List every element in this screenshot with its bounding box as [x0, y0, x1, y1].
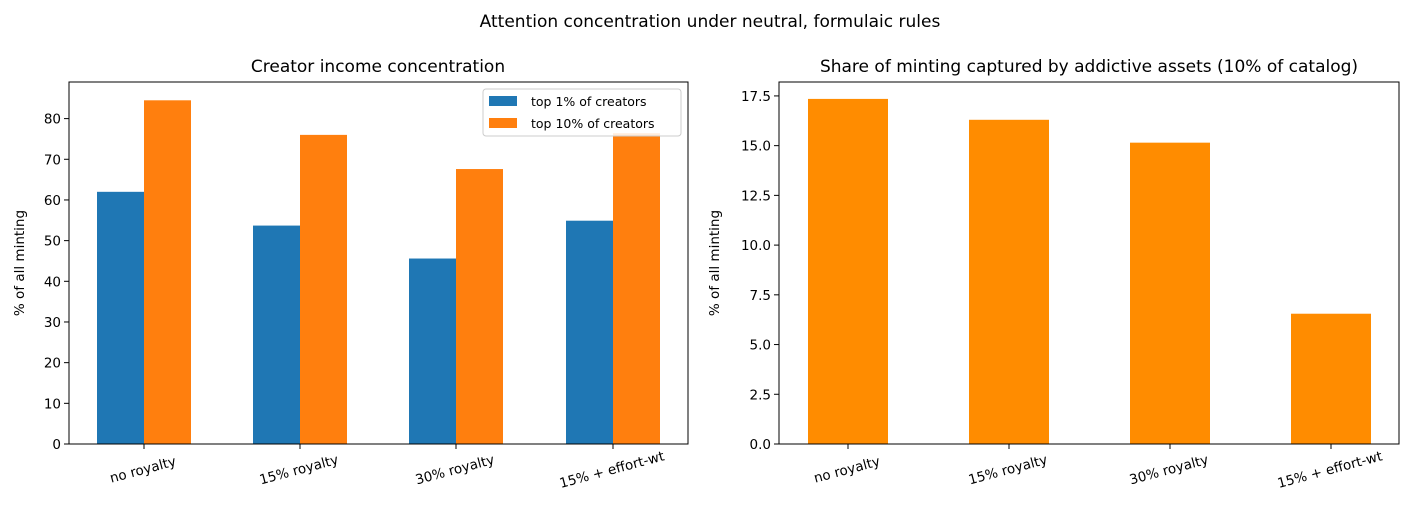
legend: top 1% of creators top 10% of creators — [482, 88, 682, 137]
x-tick-label-addictive-share-30-royalty: 30% royalty — [1128, 452, 1210, 488]
y-tick-label-addictive-share-3: 7.5 — [750, 288, 771, 304]
y-tick-label-addictive-share-2: 5.0 — [750, 338, 771, 354]
x-tick-label-income-concentration-30-royalty: 30% royalty — [414, 452, 496, 488]
y-axis-income-concentration: 0 10 20 30 40 50 60 70 80 — [44, 112, 69, 453]
legend-label-top-1: top 1% of creators — [531, 94, 647, 109]
x-axis-addictive-share: no royalty 15% royalty 30% royalty 15% + ef… — [812, 444, 1384, 492]
bar-income-concentration-s0-no-royalty — [97, 191, 144, 444]
legend-label-top-10: top 10% of creators — [531, 116, 655, 131]
plot-frame-income-concentration — [68, 81, 689, 445]
bar-income-concentration-s1-15-royalty — [300, 134, 347, 444]
x-tick-label-addictive-share-no-royalty: no royalty — [812, 454, 882, 487]
bars-addictive-share — [808, 98, 1371, 445]
x-tick-label-income-concentration-15-royalty: 15% royalty — [258, 452, 340, 488]
chart-title-income-concentration: Creator income concentration — [251, 57, 505, 77]
y-axis-label-addictive-share: % of all minting — [707, 210, 723, 316]
bar-addictive-share-s0-15-effort-wt — [1291, 313, 1371, 444]
y-tick-label-income-concentration-5: 50 — [44, 234, 61, 250]
y-tick-label-income-concentration-0: 0 — [52, 437, 61, 453]
bar-income-concentration-s1-15-effort-wt — [613, 133, 660, 444]
bars-income-concentration — [97, 100, 660, 444]
y-tick-label-addictive-share-1: 2.5 — [750, 387, 771, 403]
y-tick-label-income-concentration-8: 80 — [44, 112, 61, 128]
x-tick-label-addictive-share-15-royalty: 15% royalty — [967, 452, 1049, 488]
y-tick-label-addictive-share-0: 0.0 — [750, 437, 771, 453]
y-tick-label-addictive-share-6: 15.0 — [741, 139, 771, 155]
y-tick-label-addictive-share-4: 10.0 — [741, 238, 771, 254]
legend-swatch-top-1 — [489, 96, 517, 106]
y-tick-label-addictive-share-7: 17.5 — [741, 89, 771, 105]
y-tick-label-income-concentration-7: 70 — [44, 152, 61, 168]
x-tick-label-income-concentration-15-effort-wt: 15% + effort-wt — [558, 448, 666, 491]
legend-swatch-top-10 — [489, 118, 517, 128]
bar-addictive-share-s0-no-royalty — [808, 98, 888, 445]
y-tick-label-income-concentration-6: 60 — [44, 193, 61, 209]
y-tick-label-income-concentration-3: 30 — [44, 315, 61, 331]
addictive-share-chart: Share of minting captured by addictive a… — [707, 57, 1400, 492]
x-axis-income-concentration: no royalty 15% royalty 30% royalty 15% + ef… — [108, 444, 666, 492]
legend-frame — [482, 88, 682, 137]
bar-income-concentration-s1-no-royalty — [144, 100, 191, 444]
bar-addictive-share-s0-15-royalty — [969, 119, 1049, 445]
y-tick-label-income-concentration-2: 20 — [44, 356, 61, 372]
y-axis-label-income-concentration: % of all minting — [12, 210, 28, 316]
y-tick-label-income-concentration-4: 40 — [44, 274, 61, 290]
x-tick-label-income-concentration-no-royalty: no royalty — [108, 454, 178, 487]
y-tick-label-income-concentration-1: 10 — [44, 396, 61, 412]
y-tick-label-addictive-share-5: 12.5 — [741, 188, 771, 204]
bar-income-concentration-s1-30-royalty — [456, 169, 503, 444]
bar-income-concentration-s0-30-royalty — [409, 258, 456, 444]
bar-addictive-share-s0-30-royalty — [1130, 142, 1210, 444]
plot-frame-addictive-share — [778, 81, 1400, 445]
figure-title: Attention concentration under neutral, f… — [480, 12, 941, 32]
income-concentration-chart: Creator income concentration 0 10 20 30 40 50… — [12, 57, 689, 492]
chart-title-addictive-share: Share of minting captured by addictive a… — [820, 57, 1358, 77]
y-axis-addictive-share: 0.0 2.5 5.0 7.5 10.0 12.5 15.0 17.5 — [741, 89, 779, 453]
bar-income-concentration-s0-15-effort-wt — [566, 220, 613, 444]
bar-income-concentration-s0-15-royalty — [253, 225, 300, 444]
x-tick-label-addictive-share-15-effort-wt: 15% + effort-wt — [1276, 448, 1384, 491]
